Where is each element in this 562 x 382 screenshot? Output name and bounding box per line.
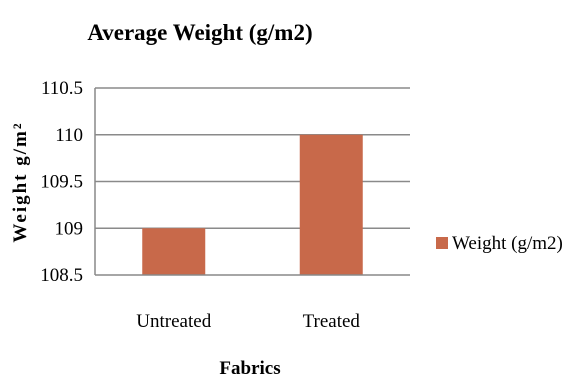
legend-label: Weight (g/m2) <box>452 233 562 254</box>
x-axis-title: Fabrics <box>219 358 280 379</box>
chart-title: Average Weight (g/m2) <box>87 20 312 45</box>
y-axis-title: Weight g/m² <box>10 121 31 242</box>
bar-untreated <box>142 228 206 275</box>
y-tick-label: 110 <box>55 125 83 146</box>
legend-swatch <box>436 237 448 249</box>
y-tick-label: 110.5 <box>41 78 83 99</box>
y-tick-label: 109 <box>55 218 84 239</box>
y-tick-label: 108.5 <box>40 265 83 286</box>
x-tick-label: Untreated <box>136 311 211 332</box>
y-axis-ticks: 108.5 109 109.5 110 110.5 <box>40 78 83 286</box>
legend: Weight (g/m2) <box>436 233 562 254</box>
bars <box>142 134 363 275</box>
x-axis-ticks: Untreated Treated <box>136 311 360 332</box>
bar-treated <box>299 134 363 275</box>
x-tick-label: Treated <box>303 311 361 332</box>
y-tick-label: 109.5 <box>40 172 83 193</box>
